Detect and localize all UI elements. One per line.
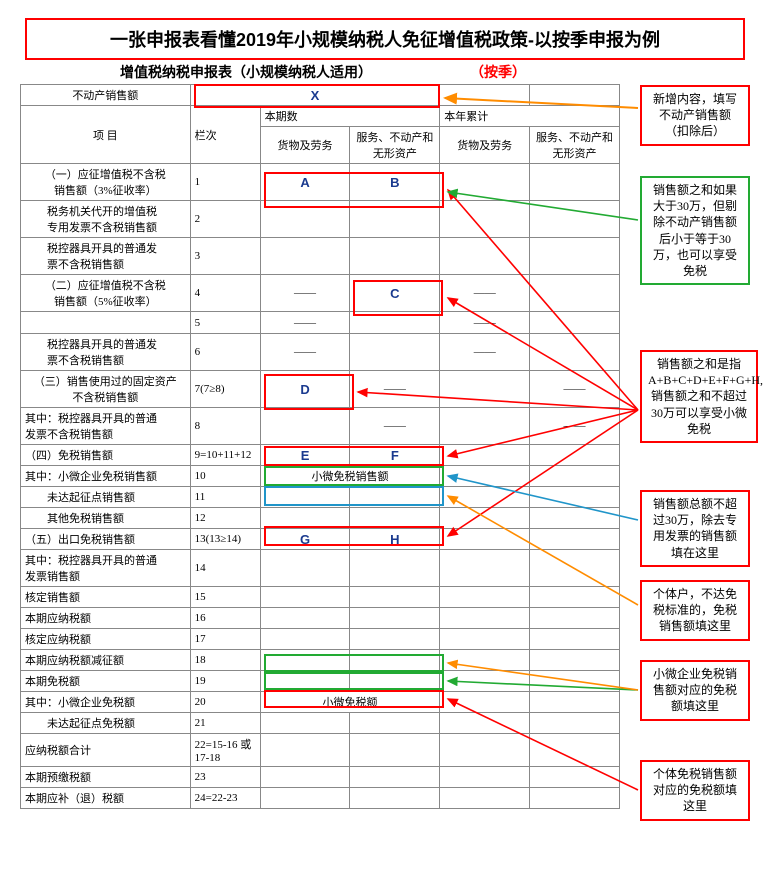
page-title: 一张申报表看懂2019年小规模纳税人免征增值税政策-以按季申报为例 xyxy=(110,30,660,50)
table-row: 其中：税控器具开具的普通发票不含税销售额8———— xyxy=(21,408,620,445)
page: 一张申报表看懂2019年小规模纳税人免征增值税政策-以按季申报为例 增值税纳税申… xyxy=(0,0,767,891)
table-row: （五）出口免税销售额13(13≥14)GH xyxy=(21,529,620,550)
note-3: 销售额之和是指 A+B+C+D+E+F+G+H, 销售额之和不超过30万可以享受… xyxy=(640,350,758,443)
table-row: （三）销售使用过的固定资产不含税销售额7(7≥8)D———— xyxy=(21,371,620,408)
table-row: 本期免税额19 xyxy=(21,671,620,692)
tax-table: 不动产销售额X项 目栏次本期数本年累计货物及劳务服务、不动产和无形资产货物及劳务… xyxy=(20,84,620,809)
table-row: （四）免税销售额9=10+11+12EF xyxy=(21,445,620,466)
quarterly-label: （按季） xyxy=(470,62,526,82)
note-6: 小微企业免税销售额对应的免税额填这里 xyxy=(640,660,750,721)
table-row: （一）应征增值税不含税销售额（3%征收率）1AB xyxy=(21,164,620,201)
table-row: 其他免税销售额12 xyxy=(21,508,620,529)
form-subtitle: 增值税纳税申报表（小规模纳税人适用） xyxy=(120,62,372,82)
note-7: 个体免税销售额对应的免税额填这里 xyxy=(640,760,750,821)
page-title-box: 一张申报表看懂2019年小规模纳税人免征增值税政策-以按季申报为例 xyxy=(25,18,745,60)
table-row: 本期应纳税额16 xyxy=(21,608,620,629)
table-row: 其中：小微企业免税额20小微免税额 xyxy=(21,692,620,713)
table-row: 税控器具开具的普通发票不含税销售额6———— xyxy=(21,334,620,371)
table-row: 本期预缴税额23 xyxy=(21,767,620,788)
table-row: 税务机关代开的增值税专用发票不含税销售额2 xyxy=(21,201,620,238)
table-row: 未达起征点免税额21 xyxy=(21,713,620,734)
note-2: 销售额之和如果大于30万，但剔除不动产销售额后小于等于30万，也可以享受免税 xyxy=(640,176,750,285)
note-1: 新增内容，填写不动产销售额（扣除后） xyxy=(640,85,750,146)
note-4: 销售额总额不超过30万，除去专用发票的销售额填在这里 xyxy=(640,490,750,567)
table-row: 本期应纳税额减征额18 xyxy=(21,650,620,671)
note-5: 个体户，不达免税标准的，免税销售额填这里 xyxy=(640,580,750,641)
table-row: 税控器具开具的普通发票不含税销售额3 xyxy=(21,238,620,275)
table-row: 本期应补（退）税额24=22-23 xyxy=(21,788,620,809)
table-row: 应纳税额合计22=15-16 或17-18 xyxy=(21,734,620,767)
table-row: 核定应纳税额17 xyxy=(21,629,620,650)
table-row: （二）应征增值税不含税销售额（5%征收率）4——C—— xyxy=(21,275,620,312)
table-row: 未达起征点销售额11 xyxy=(21,487,620,508)
table-row: 其中：小微企业免税销售额10小微免税销售额 xyxy=(21,466,620,487)
table-row: 5———— xyxy=(21,312,620,334)
table-row: 其中：税控器具开具的普通发票销售额14 xyxy=(21,550,620,587)
table-row: 核定销售额15 xyxy=(21,587,620,608)
